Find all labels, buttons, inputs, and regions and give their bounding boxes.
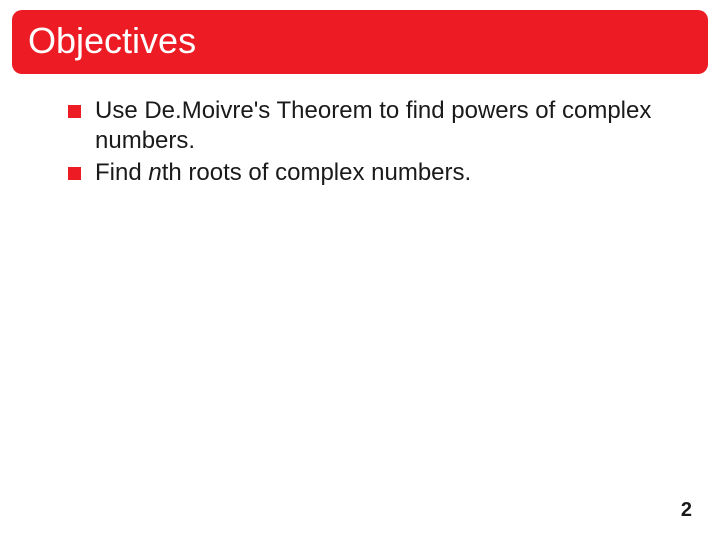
list-item: Find nth roots of complex numbers. bbox=[68, 158, 678, 188]
slide: Objectives Use De.Moivre's Theorem to fi… bbox=[0, 0, 720, 540]
slide-title: Objectives bbox=[28, 20, 692, 62]
square-bullet-icon bbox=[68, 167, 81, 180]
bullet-text-suffix: th roots of complex numbers. bbox=[162, 159, 471, 186]
bullet-text: Use De.Moivre's Theorem to find powers o… bbox=[95, 96, 678, 156]
title-bar: Objectives bbox=[12, 10, 708, 74]
bullet-text-italic: n bbox=[148, 159, 161, 186]
bullet-text-prefix: Find bbox=[95, 159, 148, 186]
square-bullet-icon bbox=[68, 105, 81, 118]
bullet-list: Use De.Moivre's Theorem to find powers o… bbox=[12, 96, 708, 188]
page-number: 2 bbox=[681, 499, 692, 522]
list-item: Use De.Moivre's Theorem to find powers o… bbox=[68, 96, 678, 156]
bullet-text: Find nth roots of complex numbers. bbox=[95, 158, 471, 188]
